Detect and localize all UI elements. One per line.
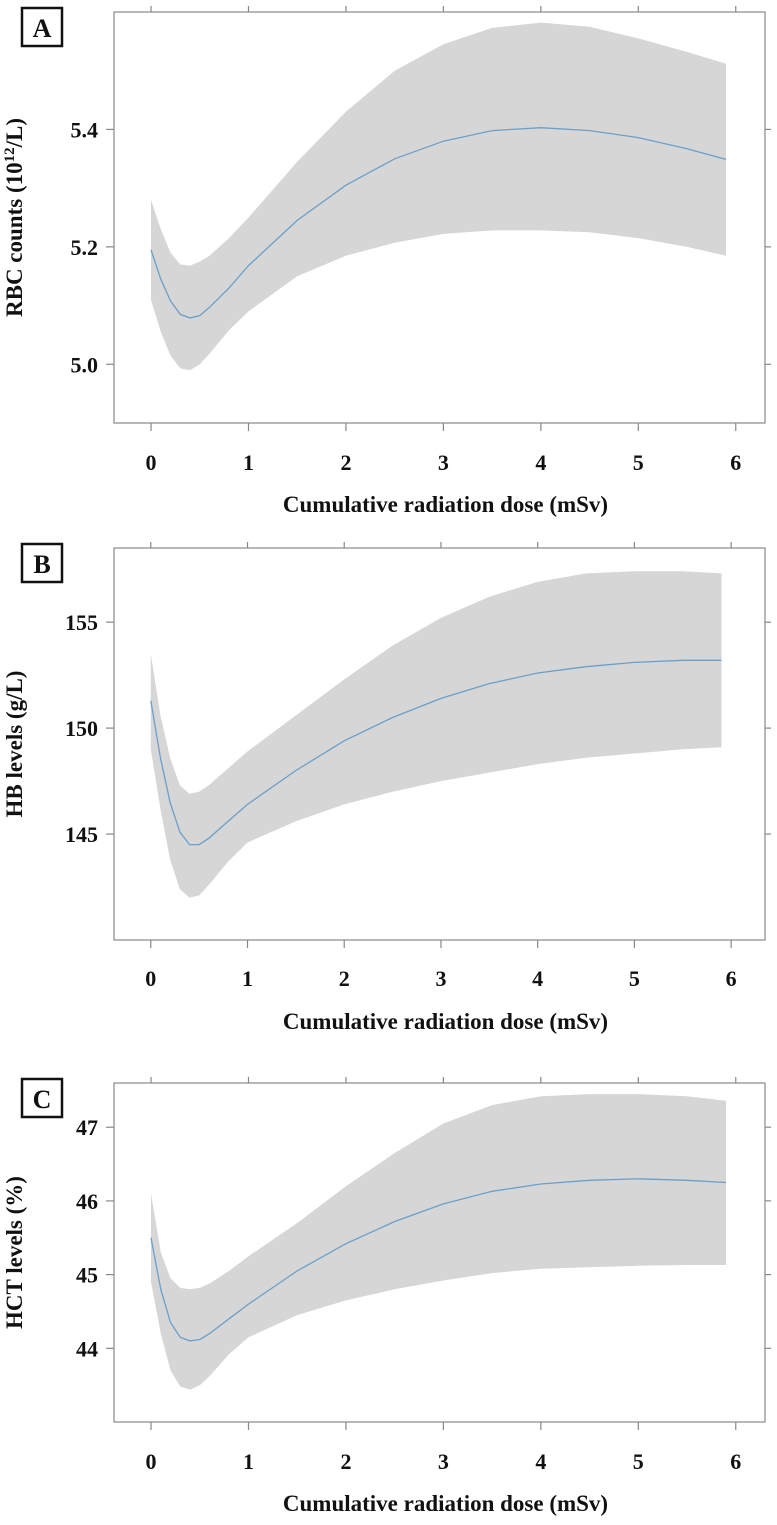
x-tick-label: 2 [340, 450, 351, 475]
panel-label: C [33, 1085, 52, 1114]
x-tick-label: 4 [535, 1449, 546, 1474]
x-tick-label: 4 [535, 450, 546, 475]
panel-b: 0 1 2 3 4 5 6 145 150 155 Cumulative radiation dos… [2, 542, 771, 1034]
fit-line [150, 127, 727, 319]
x-tick-label: 1 [243, 450, 254, 475]
x-tick-label: 0 [146, 450, 157, 475]
x-tick-label: 2 [340, 1449, 351, 1474]
x-tick-label: 1 [242, 966, 253, 991]
x-axis-title: Cumulative radiation dose (mSv) [283, 1009, 608, 1034]
x-tick-label: 3 [438, 450, 449, 475]
x-tick-label: 6 [726, 966, 737, 991]
y-tick-label: 44 [76, 1336, 98, 1361]
y-tick-label: 150 [65, 716, 98, 741]
panel-label-box [20, 542, 64, 584]
y-axis-title-tail: /L) [2, 118, 27, 148]
x-tick-label: 3 [435, 966, 446, 991]
y-tick-label: 155 [65, 610, 98, 635]
x-tick-label: 5 [633, 450, 644, 475]
x-tick-label: 0 [145, 966, 156, 991]
y-tick-label: 145 [65, 822, 98, 847]
panel-label: B [33, 550, 50, 579]
x-tick-label: 0 [146, 1449, 157, 1474]
confidence-band [151, 22, 726, 371]
y-tick-label: 45 [76, 1263, 98, 1288]
x-axis-title: Cumulative radiation dose (mSv) [283, 492, 608, 517]
y-axis-title-main: HCT levels (%) [2, 1176, 27, 1329]
x-tick-label: 4 [532, 966, 543, 991]
x-tick-label: 6 [730, 450, 741, 475]
y-tick-label: 5.2 [71, 235, 99, 260]
y-axis-title: HB levels (g/L) [2, 671, 27, 818]
plot-frame [113, 547, 766, 941]
x-axis-title: Cumulative radiation dose (mSv) [283, 1491, 608, 1516]
y-tick-label: 5.0 [71, 352, 99, 377]
x-tick-label: 5 [629, 966, 640, 991]
plot-frame [113, 1082, 766, 1423]
y-axis-title-main: HB levels (g/L) [2, 671, 27, 818]
y-axis-title: RBC counts (1012/L) [2, 118, 27, 317]
panel-label-box [20, 1077, 64, 1119]
x-tick-label: 3 [438, 1449, 449, 1474]
y-axis-title-sup: 12 [2, 147, 18, 162]
plot-frame [113, 11, 766, 424]
panel-label-box [20, 6, 64, 48]
fit-line [150, 1178, 727, 1342]
x-tick-label: 2 [339, 966, 350, 991]
panel-label: A [33, 14, 52, 43]
y-tick-label: 47 [76, 1115, 98, 1140]
x-tick-label: 5 [633, 1449, 644, 1474]
confidence-band [151, 1094, 726, 1390]
y-tick-label: 5.4 [71, 117, 99, 142]
fit-line [150, 659, 722, 846]
y-axis-title-main: RBC counts (10 [2, 162, 27, 317]
x-tick-label: 1 [243, 1449, 254, 1474]
y-tick-label: 46 [76, 1189, 98, 1214]
confidence-band [150, 571, 722, 898]
x-tick-label: 6 [730, 1449, 741, 1474]
y-axis-title: HCT levels (%) [2, 1176, 27, 1329]
